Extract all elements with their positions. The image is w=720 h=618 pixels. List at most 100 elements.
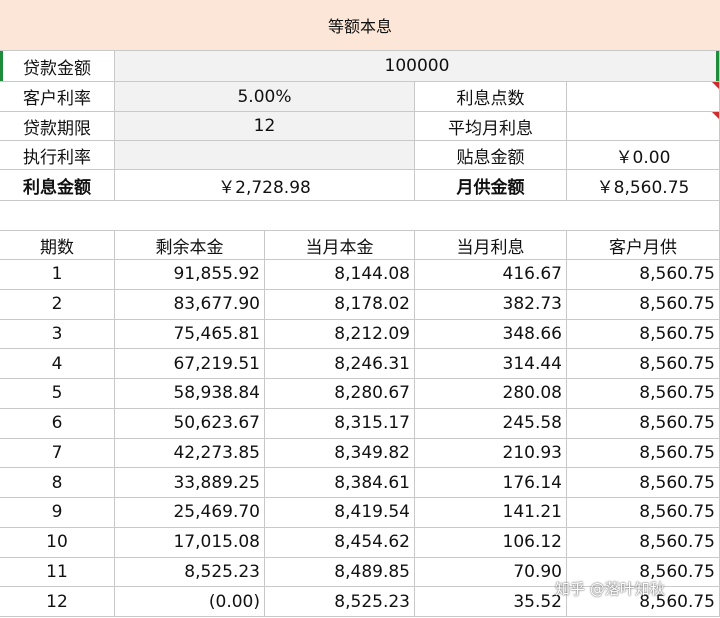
total-interest-cell[interactable]: ￥2,728.98 — [115, 170, 415, 201]
monthly-principal-cell[interactable]: 8,419.54 — [265, 498, 415, 528]
monthly-interest-cell[interactable]: 314.44 — [415, 349, 567, 379]
monthly-payment-label[interactable]: 月供金额 — [415, 170, 567, 201]
period-cell[interactable]: 1 — [0, 260, 115, 290]
sheet-title[interactable]: 等额本息 — [0, 0, 720, 51]
row-loan-term: 贷款期限 12 平均月利息 — [0, 112, 720, 141]
monthly-interest-cell[interactable]: 416.67 — [415, 260, 567, 290]
period-cell[interactable]: 8 — [0, 468, 115, 498]
customer-payment-cell[interactable]: 8,560.75 — [567, 260, 720, 290]
remaining-principal-cell[interactable]: 58,938.84 — [115, 379, 265, 409]
period-cell[interactable]: 9 — [0, 498, 115, 528]
remaining-principal-cell[interactable]: 83,677.90 — [115, 289, 265, 320]
interest-points-cell[interactable] — [567, 82, 720, 112]
monthly-principal-cell[interactable]: 8,525.23 — [265, 587, 415, 617]
monthly-interest-cell[interactable]: 245.58 — [415, 408, 567, 439]
loan-term-cell[interactable]: 12 — [115, 112, 415, 141]
interest-points-label[interactable]: 利息点数 — [415, 82, 567, 112]
customer-payment-cell[interactable]: 8,560.75 — [567, 379, 720, 409]
monthly-principal-cell[interactable]: 8,212.09 — [265, 319, 415, 350]
monthly-principal-cell[interactable]: 8,489.85 — [265, 557, 415, 588]
customer-payment-cell[interactable]: 8,560.75 — [567, 349, 720, 379]
remaining-principal-cell[interactable]: 33,889.25 — [115, 468, 265, 498]
header-period[interactable]: 期数 — [0, 231, 115, 260]
table-row: 7 42,273.85 8,349.82 210.93 8,560.75 — [0, 438, 720, 469]
remaining-principal-cell[interactable]: 75,465.81 — [115, 319, 265, 350]
period-cell[interactable]: 10 — [0, 527, 115, 558]
row-blank — [0, 201, 720, 231]
customer-payment-cell[interactable]: 8,560.75 — [567, 408, 720, 439]
monthly-interest-cell[interactable]: 210.93 — [415, 438, 567, 469]
monthly-interest-cell[interactable]: 70.90 — [415, 557, 567, 588]
loan-amount-value: 100000 — [384, 56, 450, 76]
monthly-interest-cell[interactable]: 106.12 — [415, 527, 567, 558]
remaining-principal-cell[interactable]: 17,015.08 — [115, 527, 265, 558]
period-cell[interactable]: 11 — [0, 557, 115, 588]
customer-payment-cell[interactable]: 8,560.75 — [567, 468, 720, 498]
period-cell[interactable]: 3 — [0, 319, 115, 350]
comment-marker-icon — [712, 82, 719, 89]
monthly-principal-cell[interactable]: 8,246.31 — [265, 349, 415, 379]
remaining-principal-cell[interactable]: 25,469.70 — [115, 498, 265, 528]
customer-payment-cell[interactable]: 8,560.75 — [567, 498, 720, 528]
monthly-principal-cell[interactable]: 8,178.02 — [265, 289, 415, 320]
period-cell[interactable]: 4 — [0, 349, 115, 379]
period-cell[interactable]: 12 — [0, 587, 115, 617]
remaining-principal-cell[interactable]: (0.00) — [115, 587, 265, 617]
row-exec-rate: 执行利率 贴息金额 ￥0.00 — [0, 141, 720, 170]
customer-rate-label[interactable]: 客户利率 — [0, 82, 115, 112]
monthly-principal-cell[interactable]: 8,144.08 — [265, 260, 415, 290]
loan-amount-label[interactable]: 贷款金额 — [0, 51, 115, 82]
avg-monthly-interest-cell[interactable] — [567, 112, 720, 141]
customer-payment-cell[interactable]: 8,560.75 — [567, 527, 720, 558]
selection-indicator-right — [716, 51, 719, 81]
customer-payment-cell[interactable]: 8,560.75 — [567, 289, 720, 320]
header-remaining-principal[interactable]: 剩余本金 — [115, 231, 265, 260]
period-cell[interactable]: 7 — [0, 438, 115, 469]
header-customer-payment[interactable]: 客户月供 — [567, 231, 720, 260]
monthly-principal-cell[interactable]: 8,315.17 — [265, 408, 415, 439]
table-row: 9 25,469.70 8,419.54 141.21 8,560.75 — [0, 498, 720, 528]
comment-marker-icon — [712, 112, 719, 119]
watermark: 知乎 @落叶知秋 — [555, 580, 665, 598]
header-monthly-principal[interactable]: 当月本金 — [265, 231, 415, 260]
monthly-interest-cell[interactable]: 141.21 — [415, 498, 567, 528]
monthly-principal-cell[interactable]: 8,349.82 — [265, 438, 415, 469]
monthly-interest-cell[interactable]: 382.73 — [415, 289, 567, 320]
customer-payment-cell[interactable]: 8,560.75 — [567, 438, 720, 469]
blank-cell[interactable] — [0, 201, 720, 231]
loan-amount-cell[interactable]: 100000 — [115, 51, 720, 82]
remaining-principal-cell[interactable]: 67,219.51 — [115, 349, 265, 379]
customer-payment-cell[interactable]: 8,560.75 — [567, 319, 720, 350]
monthly-interest-cell[interactable]: 176.14 — [415, 468, 567, 498]
period-cell[interactable]: 5 — [0, 379, 115, 409]
monthly-interest-cell[interactable]: 35.52 — [415, 587, 567, 617]
table-row: 5 58,938.84 8,280.67 280.08 8,560.75 — [0, 379, 720, 409]
table-row: 12 (0.00) 8,525.23 35.52 8,560.75 — [0, 587, 720, 617]
monthly-payment-cell[interactable]: ￥8,560.75 — [567, 170, 720, 201]
subsidy-cell[interactable]: ￥0.00 — [567, 141, 720, 170]
table-row: 3 75,465.81 8,212.09 348.66 8,560.75 — [0, 319, 720, 350]
table-row: 11 8,525.23 8,489.85 70.90 8,560.75 — [0, 557, 720, 588]
total-interest-label[interactable]: 利息金额 — [0, 170, 115, 201]
loan-term-label[interactable]: 贷款期限 — [0, 112, 115, 141]
monthly-principal-cell[interactable]: 8,454.62 — [265, 527, 415, 558]
remaining-principal-cell[interactable]: 91,855.92 — [115, 260, 265, 290]
period-cell[interactable]: 6 — [0, 408, 115, 439]
remaining-principal-cell[interactable]: 50,623.67 — [115, 408, 265, 439]
exec-rate-cell[interactable] — [115, 141, 415, 170]
table-row: 8 33,889.25 8,384.61 176.14 8,560.75 — [0, 468, 720, 498]
monthly-interest-cell[interactable]: 348.66 — [415, 319, 567, 350]
remaining-principal-cell[interactable]: 42,273.85 — [115, 438, 265, 469]
monthly-principal-cell[interactable]: 8,280.67 — [265, 379, 415, 409]
remaining-principal-cell[interactable]: 8,525.23 — [115, 557, 265, 588]
table-row: 4 67,219.51 8,246.31 314.44 8,560.75 — [0, 349, 720, 379]
monthly-principal-cell[interactable]: 8,384.61 — [265, 468, 415, 498]
period-cell[interactable]: 2 — [0, 289, 115, 320]
header-monthly-interest[interactable]: 当月利息 — [415, 231, 567, 260]
customer-rate-cell[interactable]: 5.00% — [115, 82, 415, 112]
subsidy-label[interactable]: 贴息金额 — [415, 141, 567, 170]
avg-monthly-interest-label[interactable]: 平均月利息 — [415, 112, 567, 141]
monthly-interest-cell[interactable]: 280.08 — [415, 379, 567, 409]
loan-amount-label-text: 贷款金额 — [23, 58, 91, 79]
exec-rate-label[interactable]: 执行利率 — [0, 141, 115, 170]
